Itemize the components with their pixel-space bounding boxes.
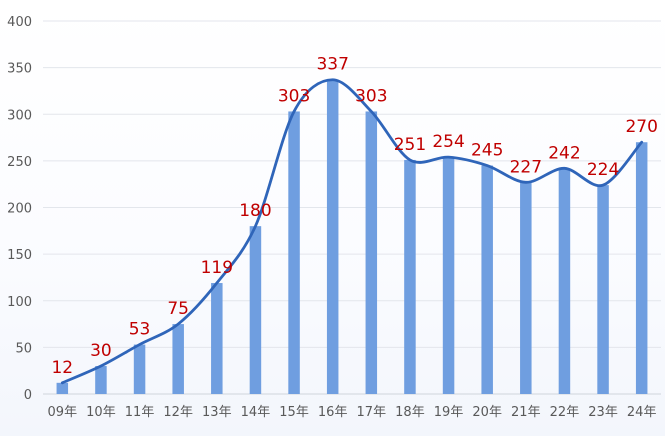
x-tick-label: 14年 — [241, 405, 271, 420]
data-label: 53 — [129, 320, 151, 340]
bar — [481, 165, 493, 394]
x-tick-label: 16年 — [318, 405, 348, 420]
y-tick-label: 150 — [7, 248, 32, 263]
y-tick-label: 250 — [7, 155, 32, 170]
data-label: 251 — [394, 135, 426, 155]
data-label: 180 — [239, 201, 271, 221]
data-label: 254 — [432, 132, 464, 152]
data-label: 30 — [90, 341, 112, 361]
x-tick-label: 15年 — [279, 405, 309, 420]
x-tick-label: 18年 — [395, 405, 425, 420]
bar — [133, 344, 146, 394]
data-label: 245 — [471, 141, 503, 161]
x-tick-label: 09年 — [48, 405, 78, 420]
data-label: 270 — [625, 117, 657, 137]
y-tick-label: 200 — [7, 202, 32, 217]
x-tick-label: 20年 — [472, 405, 502, 420]
y-tick-label: 300 — [7, 108, 32, 123]
data-label: 224 — [587, 160, 619, 180]
x-tick-label: 17年 — [357, 405, 387, 420]
bar — [172, 324, 184, 394]
x-tick-label: 12年 — [163, 405, 193, 420]
data-label: 119 — [201, 258, 233, 278]
data-label: 242 — [548, 143, 580, 163]
bar — [211, 283, 223, 394]
data-label: 227 — [510, 157, 542, 177]
bar — [442, 157, 455, 394]
y-tick-label: 50 — [15, 341, 32, 356]
y-axis-tick-labels: 0 50 100 150 200 250 300 350 400 — [7, 15, 32, 403]
y-tick-label: 350 — [7, 62, 32, 77]
data-label: 303 — [278, 86, 310, 106]
data-label: 75 — [167, 299, 189, 319]
y-tick-label: 0 — [24, 388, 32, 403]
bar — [404, 159, 416, 394]
bar — [597, 185, 609, 394]
x-tick-label: 22年 — [550, 405, 580, 420]
bar-series — [56, 79, 648, 394]
y-tick-label: 400 — [7, 15, 32, 30]
x-axis-tick-labels: 09年 10年 11年 12年 13年 14年 15年 16年 17年 18年 19年 20年 21年 2… — [48, 405, 657, 420]
x-tick-label: 24年 — [627, 405, 657, 420]
x-tick-label: 10年 — [86, 405, 116, 420]
x-tick-label: 21年 — [511, 405, 541, 420]
gridlines — [43, 20, 661, 395]
x-tick-label: 11年 — [125, 405, 155, 420]
x-tick-label: 23年 — [588, 405, 618, 420]
x-tick-label: 19年 — [434, 405, 464, 420]
bar — [288, 111, 300, 394]
bar — [95, 366, 107, 394]
y-tick-label: 100 — [7, 295, 32, 310]
line-series — [60, 78, 644, 385]
bar — [249, 226, 262, 394]
bar — [365, 111, 378, 394]
bar — [635, 142, 648, 394]
data-labels: 12 30 53 75 119 180 303 337 303 251 254 245 227 242 22… — [51, 55, 657, 378]
data-label: 337 — [316, 55, 348, 75]
series-line — [60, 78, 644, 385]
x-tick-label: 13年 — [202, 405, 232, 420]
bar — [56, 382, 69, 394]
bar — [520, 182, 532, 394]
data-label: 12 — [51, 358, 73, 378]
bar — [558, 168, 571, 394]
data-label: 303 — [355, 86, 387, 106]
bar — [326, 79, 339, 394]
